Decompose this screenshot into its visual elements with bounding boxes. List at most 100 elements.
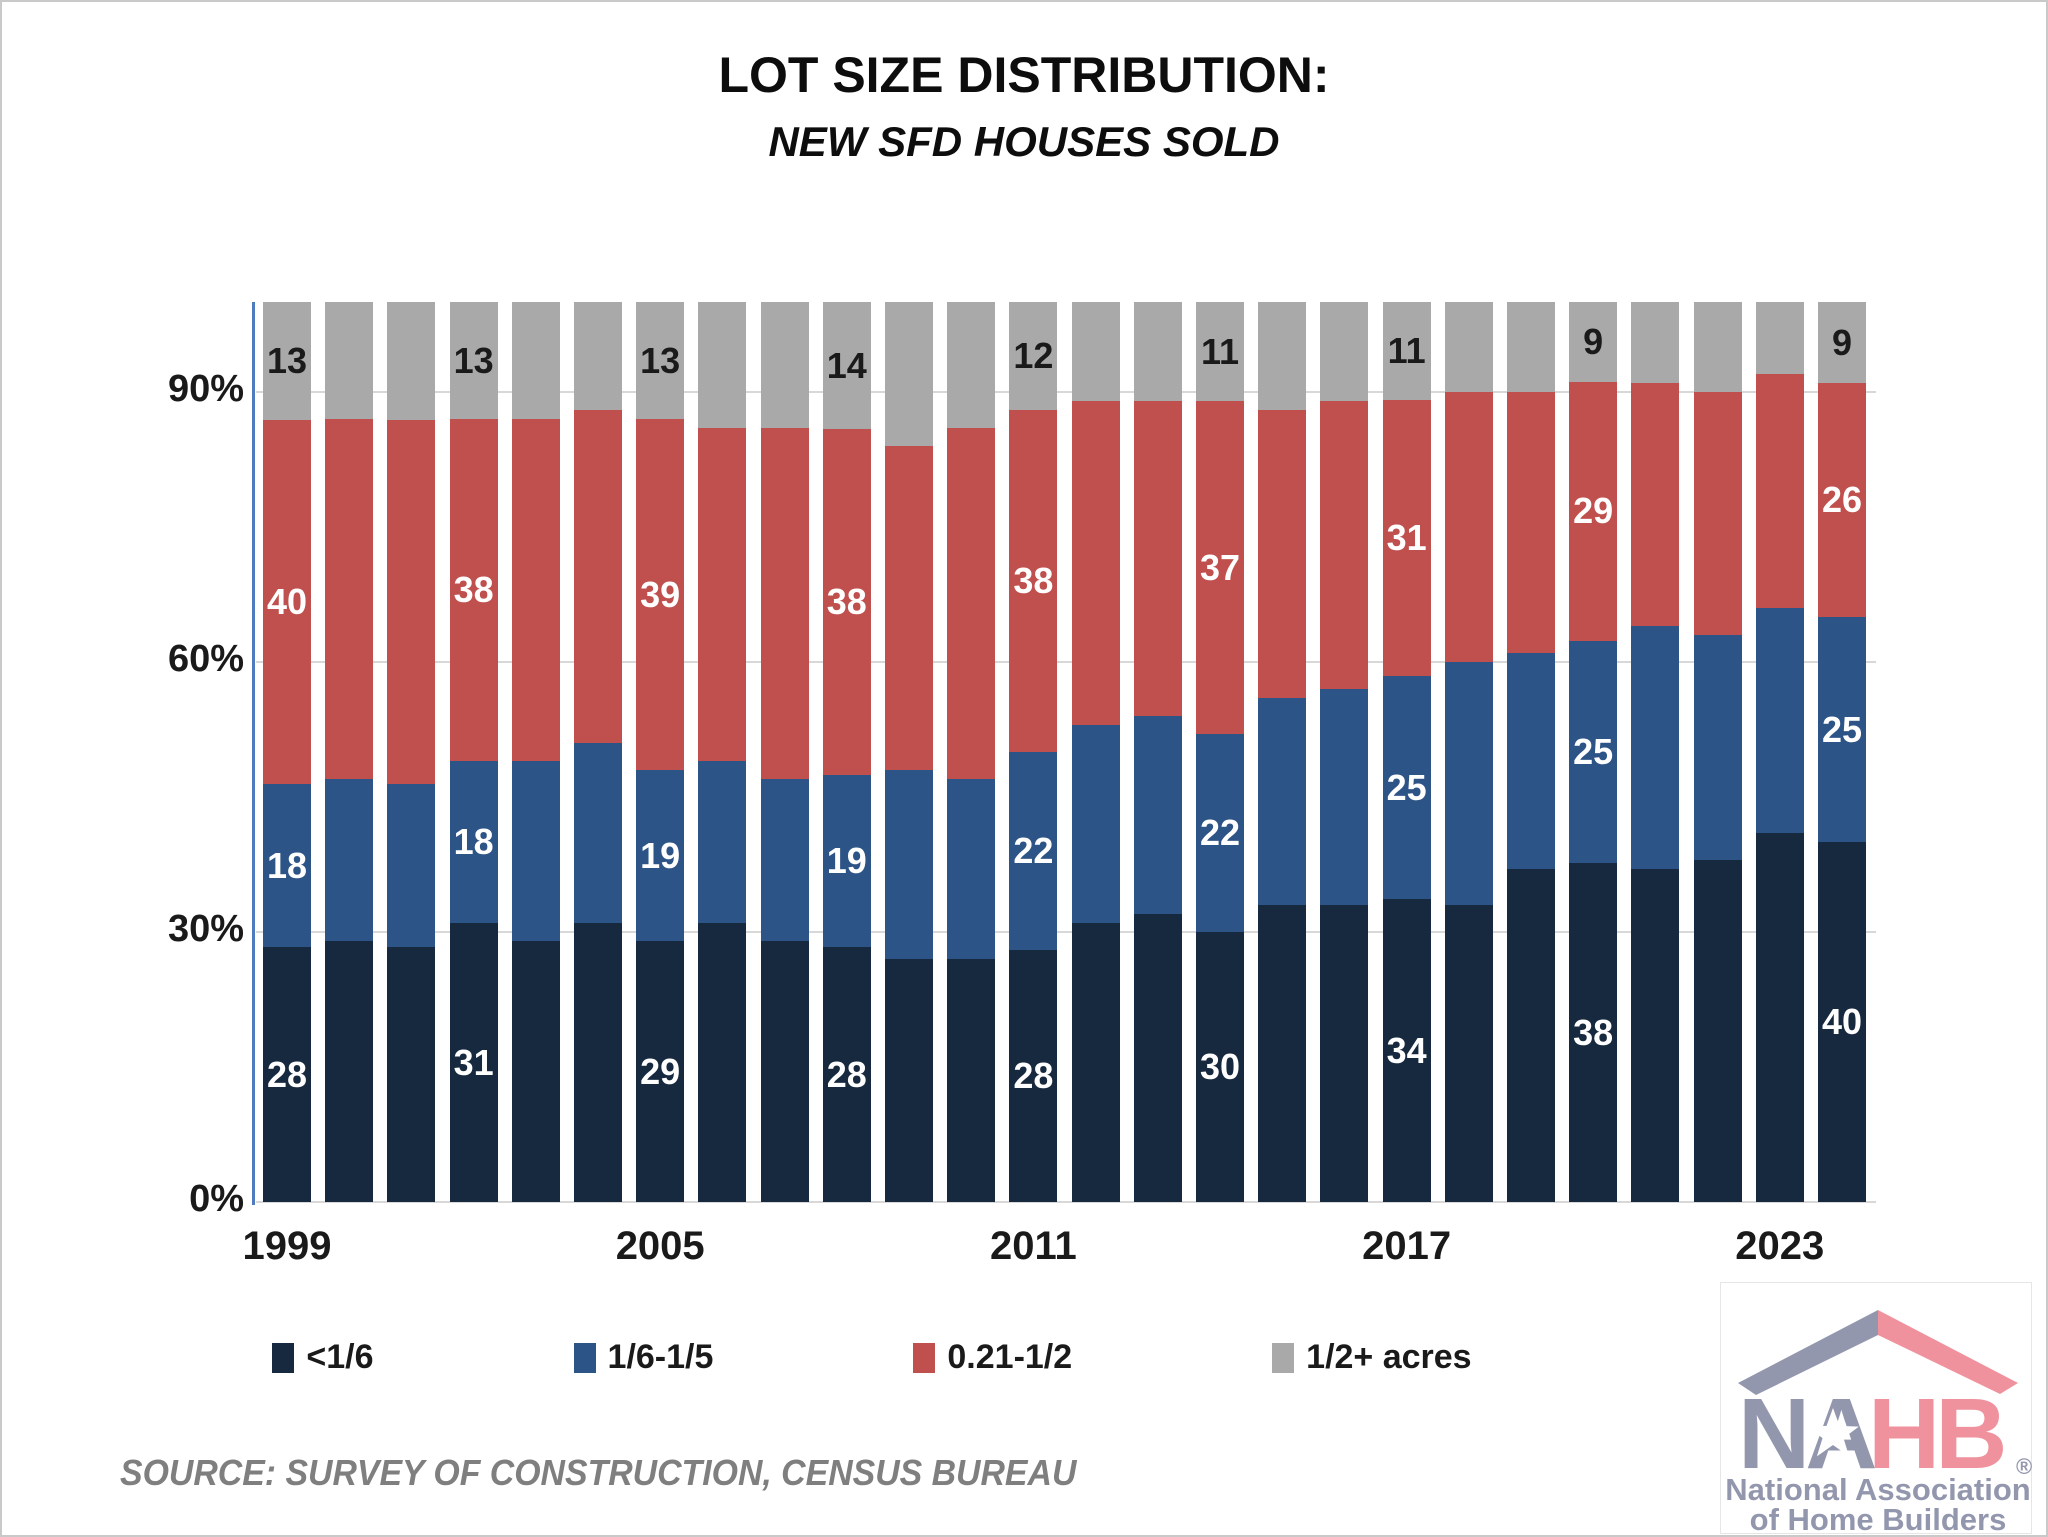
segment-2010-0.21-1/2 (947, 428, 996, 779)
bar-2014: 30 22 37 11 (1196, 302, 1244, 1202)
bar-2009 (885, 302, 933, 1202)
legend-item-1/6-1/5: 1/6-1/5 (573, 1338, 713, 1377)
segment-2007-1/2+ acres (760, 302, 809, 428)
segment-2017-1/2+ acres: 11 (1382, 302, 1431, 401)
segment-2018-1/6-1/5 (1444, 662, 1493, 905)
value-label-2024-<1/6: 40 (1821, 1001, 1863, 1042)
segment-2014-<1/6: 30 (1196, 932, 1244, 1202)
legend-label: 0.21-1/2 (947, 1338, 1073, 1376)
segment-2015-1/2+ acres (1258, 302, 1307, 410)
segment-2019-1/2+ acres (1507, 302, 1555, 392)
segment-2004-1/6-1/5 (574, 743, 622, 923)
segment-1999-1/2+ acres: 13 (263, 302, 311, 421)
segment-2008-0.21-1/2: 38 (822, 429, 871, 775)
value-label-2020-1/2+ acres: 9 (1583, 321, 1604, 363)
value-label-2011-1/6-1/5: 22 (1013, 830, 1054, 871)
bar-2020: 38 25 29 9 (1569, 302, 1618, 1202)
segment-2001-0.21-1/2 (387, 420, 436, 784)
segment-2014-1/2+ acres: 11 (1196, 302, 1244, 401)
logo-registered-mark: ® (2016, 1454, 2032, 1479)
segment-2011-1/2+ acres: 12 (1009, 302, 1058, 410)
value-label-2008-<1/6: 28 (826, 1053, 867, 1095)
x-tick-2023: 2023 (1735, 1224, 1825, 1268)
legend-swatch-icon (1272, 1342, 1295, 1373)
segment-2021-<1/6 (1631, 869, 1680, 1202)
segment-2013-0.21-1/2 (1133, 401, 1182, 716)
bar-2017: 34 25 31 11 (1382, 302, 1431, 1202)
segment-2023-<1/6 (1755, 833, 1804, 1202)
segment-2010-1/6-1/5 (947, 779, 996, 959)
bar-2005: 29 19 39 13 (636, 302, 685, 1202)
bar-2016 (1320, 302, 1369, 1202)
value-label-2002-1/6-1/5: 18 (453, 821, 494, 862)
segment-2012-<1/6 (1071, 923, 1120, 1202)
bar-2000 (325, 302, 374, 1202)
legend-item-<1/6: <1/6 (272, 1338, 374, 1377)
segment-2007-0.21-1/2 (760, 428, 809, 779)
value-label-2017-1/6-1/5: 25 (1386, 766, 1427, 808)
segment-2021-1/2+ acres (1631, 302, 1680, 383)
chart-subtitle: NEW SFD HOUSES SOLD (768, 118, 1280, 165)
segment-2002-1/6-1/5: 18 (449, 761, 498, 923)
value-label-2014-<1/6: 30 (1199, 1046, 1241, 1087)
x-tick-2011: 2011 (990, 1224, 1077, 1268)
segment-2003-0.21-1/2 (511, 419, 560, 761)
bar-2021 (1631, 302, 1680, 1202)
segment-1999-0.21-1/2: 40 (263, 420, 311, 784)
segment-2023-1/6-1/5 (1755, 608, 1804, 833)
segment-2004-1/2+ acres (574, 302, 622, 410)
x-tick-2005: 2005 (615, 1224, 705, 1268)
logo-roof-left (1738, 1310, 1878, 1395)
segment-2008-<1/6: 28 (822, 947, 871, 1202)
segment-2011-<1/6: 28 (1009, 950, 1058, 1202)
logo-text-na: NA (1738, 1378, 1875, 1490)
segment-2007-1/6-1/5 (760, 779, 809, 941)
segment-2009-0.21-1/2 (885, 446, 933, 770)
bar-1999: 28 18 40 13 (263, 302, 311, 1202)
segment-2023-0.21-1/2 (1755, 374, 1804, 608)
segment-2013-1/2+ acres (1133, 302, 1182, 401)
segment-2016-1/6-1/5 (1320, 689, 1369, 905)
segment-1999-1/6-1/5: 18 (263, 783, 311, 948)
segment-2023-1/2+ acres (1755, 302, 1804, 374)
segment-2004-<1/6 (574, 923, 622, 1202)
y-tick-30%: 30% (167, 908, 244, 950)
segment-2018-0.21-1/2 (1444, 392, 1493, 662)
bar-2003 (511, 302, 560, 1202)
bar-2002: 31 18 38 13 (449, 302, 498, 1202)
value-label-2017-0.21-1/2: 31 (1386, 517, 1427, 559)
segment-2009-<1/6 (885, 959, 933, 1202)
bar-2018 (1444, 302, 1493, 1202)
segment-2001-1/2+ acres (387, 302, 436, 421)
segment-2009-1/2+ acres (885, 302, 933, 446)
segment-2022-0.21-1/2 (1693, 392, 1742, 635)
x-axis-line (256, 1201, 1876, 1203)
segment-2010-1/2+ acres (947, 302, 996, 428)
segment-2012-1/6-1/5 (1071, 725, 1120, 923)
value-label-2005-1/2+ acres: 13 (640, 339, 681, 381)
segment-2024-<1/6: 40 (1818, 842, 1866, 1202)
segment-2022-<1/6 (1693, 860, 1742, 1202)
y-tick-0%: 0% (189, 1178, 244, 1220)
legend-item-0.21-1/2: 0.21-1/2 (913, 1338, 1072, 1377)
bar-2006 (698, 302, 747, 1202)
segment-2001-<1/6 (387, 947, 436, 1202)
value-label-2011-0.21-1/2: 38 (1013, 560, 1054, 601)
segment-2000-0.21-1/2 (325, 419, 374, 779)
value-label-2005-<1/6: 29 (640, 1050, 681, 1092)
legend-label: 1/2+ acres (1306, 1338, 1472, 1376)
bar-2015 (1258, 302, 1307, 1202)
bar-2008: 28 19 38 14 (822, 302, 871, 1202)
legend-label: <1/6 (306, 1338, 374, 1376)
segment-2018-<1/6 (1444, 905, 1493, 1202)
bar-2023 (1755, 302, 1804, 1202)
segment-2008-1/6-1/5: 19 (822, 774, 871, 948)
legend-item-1/2+ acres: 1/2+ acres (1272, 1338, 1472, 1377)
x-tick-2017: 2017 (1362, 1224, 1452, 1268)
value-label-2002-0.21-1/2: 38 (453, 569, 494, 610)
segment-2022-1/6-1/5 (1693, 635, 1742, 860)
value-label-1999-1/2+ acres: 13 (266, 340, 308, 382)
gridline-30 (256, 931, 1876, 933)
segment-2019-<1/6 (1507, 869, 1555, 1202)
segment-2002-<1/6: 31 (449, 923, 498, 1202)
